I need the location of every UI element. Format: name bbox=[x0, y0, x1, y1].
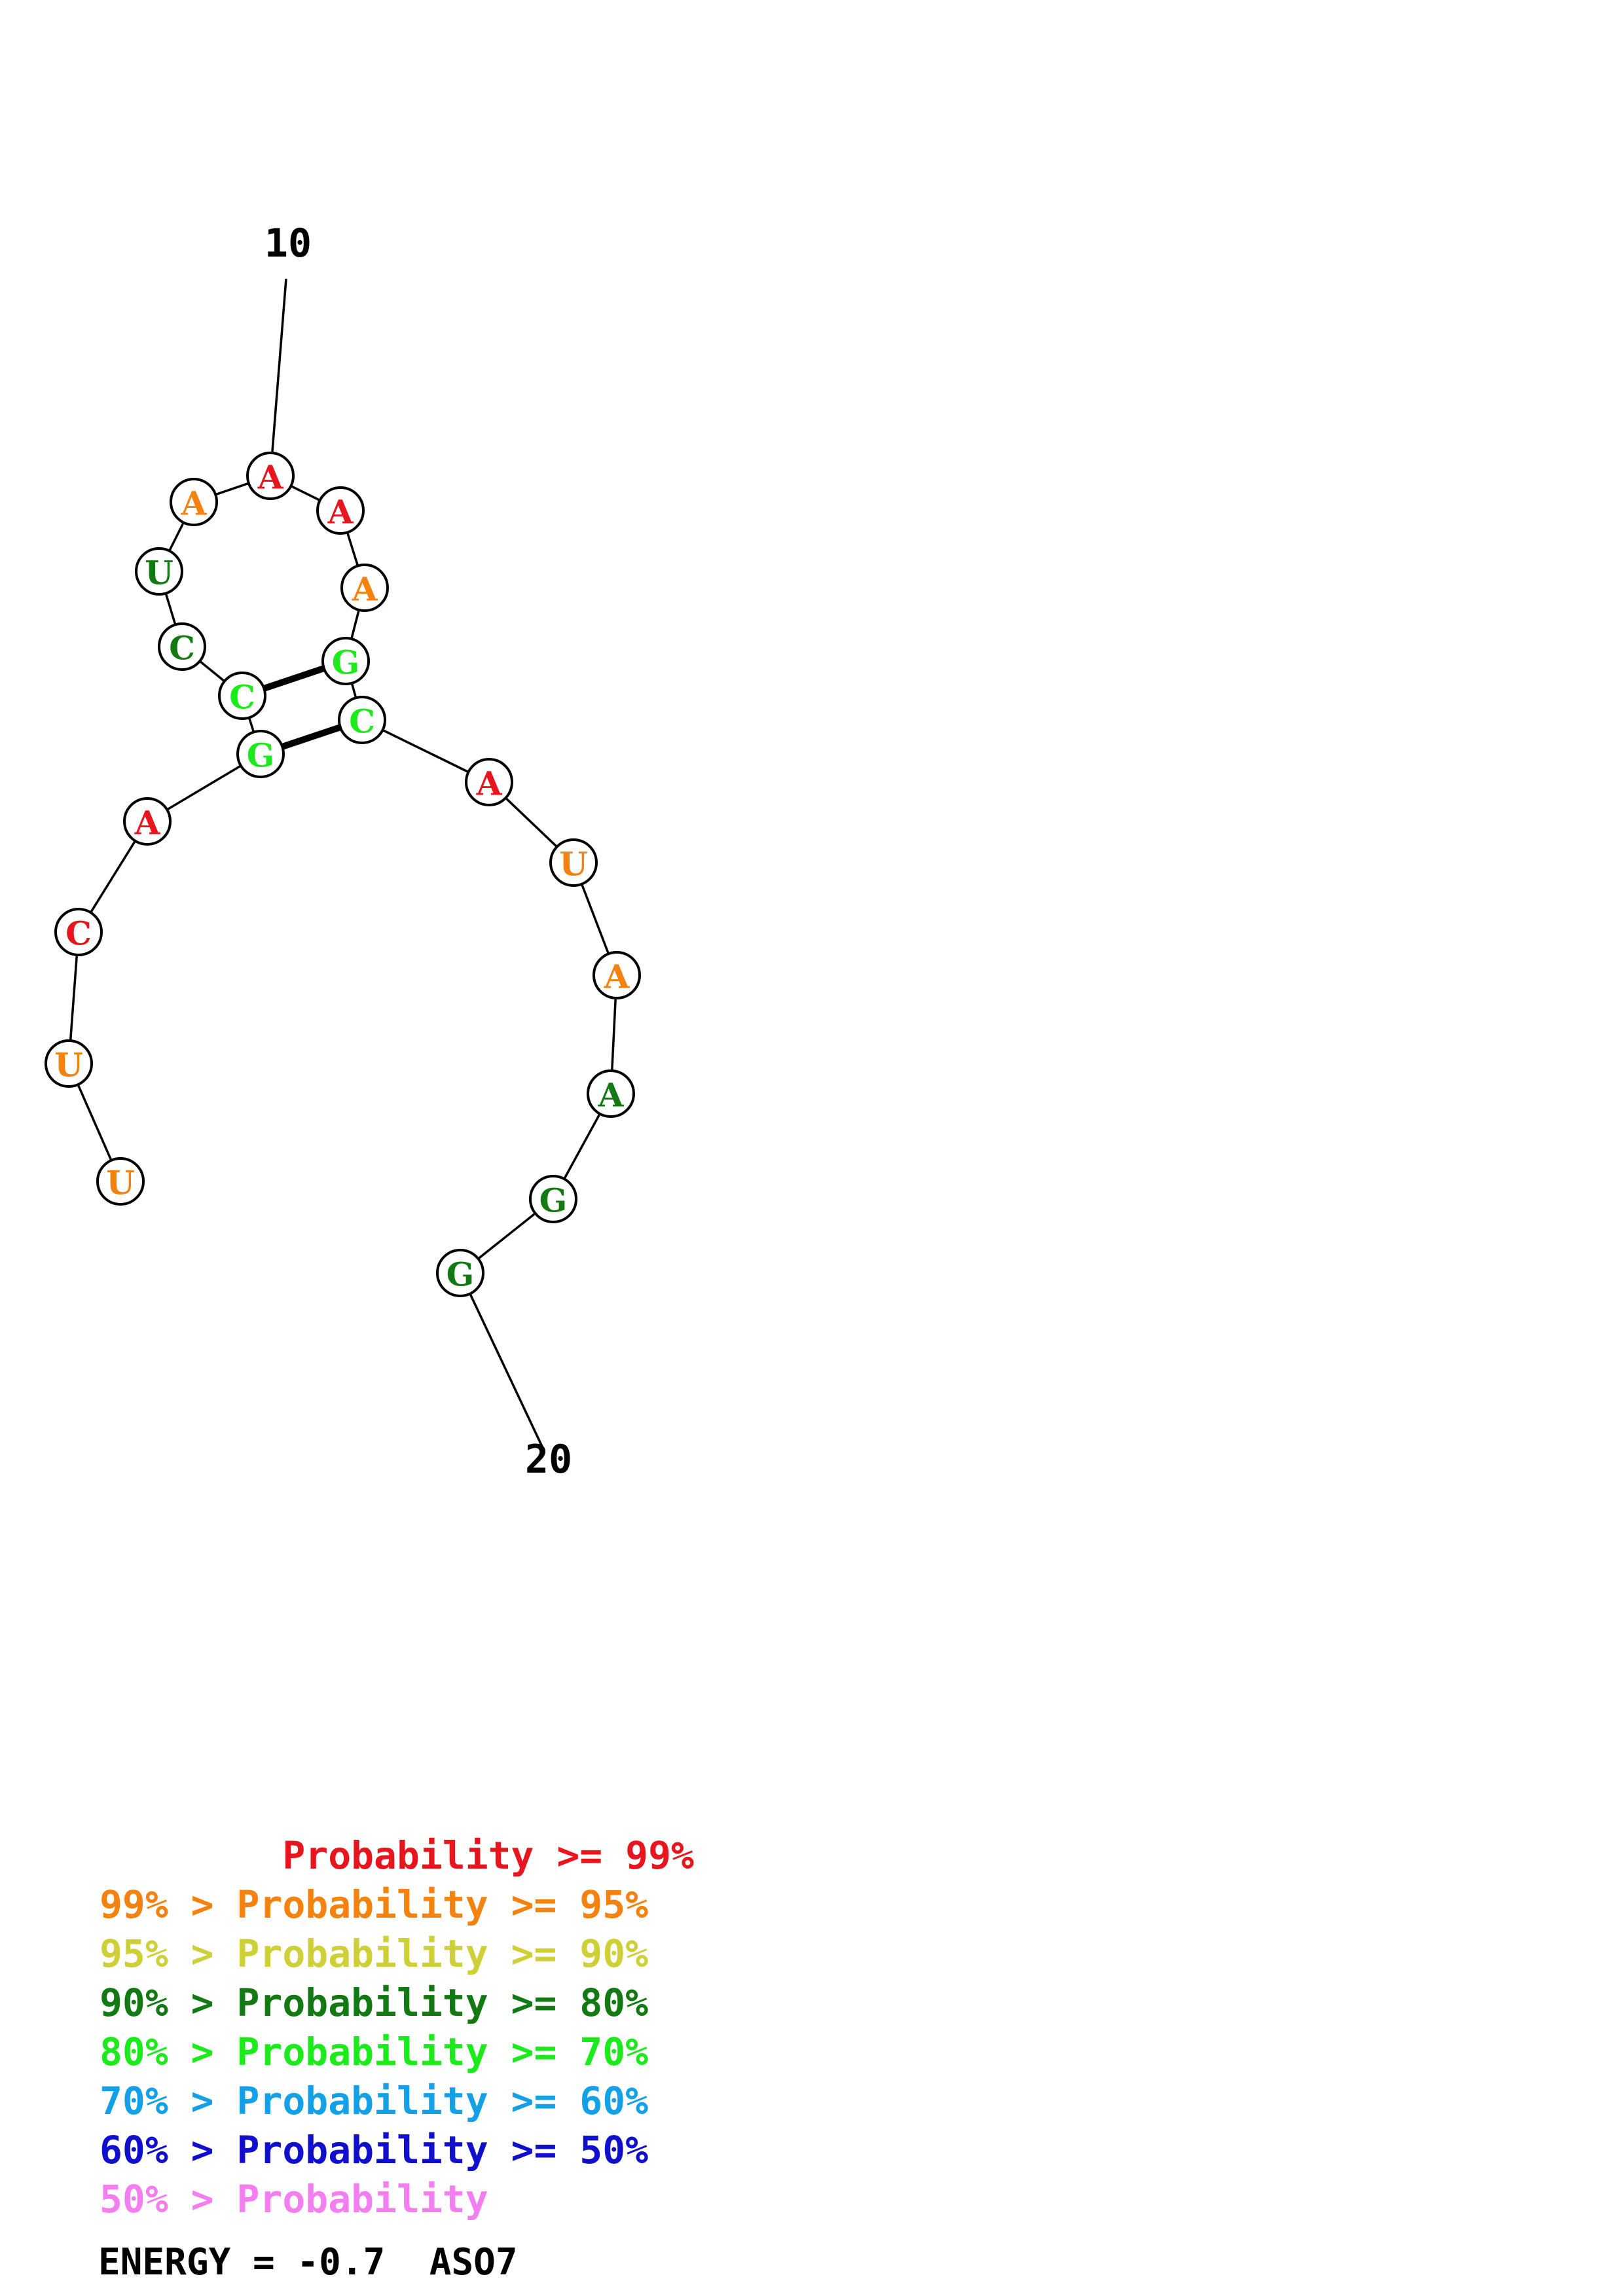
nucleotide-base-letter: G bbox=[247, 736, 275, 775]
nucleotide-circle bbox=[593, 951, 641, 999]
legend-prefix: 50% > bbox=[100, 2177, 237, 2221]
legend-label: Probability >= 90% bbox=[237, 1931, 649, 1976]
nucleotide-base-letter: U bbox=[559, 845, 588, 884]
nucleotide-circle bbox=[587, 1069, 635, 1118]
nucleotide-circle bbox=[316, 486, 365, 535]
position-labels: 10 20 bbox=[264, 221, 572, 1482]
legend-prefix bbox=[100, 1833, 282, 1878]
position-label: 20 bbox=[525, 1437, 572, 1482]
nucleotide: U bbox=[135, 547, 183, 596]
probability-legend: Probability >= 99% 99% > Probability >= … bbox=[100, 1833, 694, 2221]
legend-line-4: 90% > Probability >= 80% bbox=[100, 1981, 648, 2025]
nucleotide: C bbox=[54, 908, 103, 956]
base-pair-bond bbox=[281, 724, 342, 750]
nucleotide: U bbox=[549, 838, 598, 887]
nucleotide: A bbox=[246, 452, 295, 500]
legend-line-8: 50% > Probability bbox=[100, 2177, 488, 2221]
nucleotide-circle bbox=[236, 730, 285, 778]
nucleotide-circle bbox=[54, 908, 103, 956]
nucleotide-base-letter: A bbox=[181, 484, 208, 523]
nucleotide: A bbox=[587, 1069, 635, 1118]
nucleotide-base-letter: G bbox=[332, 643, 360, 682]
legend-line-6: 70% > Probability >= 60% bbox=[100, 2079, 648, 2123]
legend-label: Probability >= 95% bbox=[237, 1882, 649, 1927]
legend-label: Probability >= 60% bbox=[237, 2079, 649, 2123]
nucleotide-base-letter: G bbox=[447, 1255, 475, 1294]
energy-label: ENERGY = -0.7 ASO7 bbox=[98, 2241, 518, 2284]
nucleotide-base-letter: A bbox=[604, 958, 630, 996]
legend-label: Probability >= 70% bbox=[237, 2030, 649, 2074]
legend-label: Probability >= 99% bbox=[282, 1833, 694, 1878]
legend-prefix: 80% > bbox=[100, 2030, 237, 2074]
legend-prefix: 95% > bbox=[100, 1931, 237, 1976]
nucleotide: A bbox=[170, 478, 218, 526]
legend-line-7: 60% > Probability >= 50% bbox=[100, 2128, 648, 2172]
nucleotide-circle bbox=[45, 1039, 93, 1088]
nucleotide-base-letter: A bbox=[327, 493, 354, 531]
nucleotide-circle bbox=[340, 564, 389, 612]
position-label: 10 bbox=[264, 221, 312, 266]
nucleotide: U bbox=[96, 1157, 145, 1206]
legend-line-5: 80% > Probability >= 70% bbox=[100, 2030, 648, 2074]
nucleotide: C bbox=[218, 672, 266, 720]
legend-label: Probability bbox=[237, 2177, 488, 2221]
nucleotide-circle bbox=[465, 758, 513, 806]
nucleotide: G bbox=[321, 637, 370, 685]
nucleotide: A bbox=[465, 758, 513, 806]
nucleotide-circle bbox=[123, 797, 172, 846]
nucleotide-base-letter: A bbox=[598, 1076, 625, 1115]
nucleotide: C bbox=[158, 622, 206, 671]
nucleotide-base-letter: A bbox=[134, 804, 161, 842]
nucleotide: A bbox=[593, 951, 641, 999]
legend-prefix: 90% > bbox=[100, 1981, 237, 2025]
position-label-lines bbox=[269, 278, 543, 1447]
nucleotide-base-letter: A bbox=[257, 458, 284, 497]
nucleotide-circle bbox=[96, 1157, 145, 1206]
nucleotide-base-letter: U bbox=[106, 1164, 135, 1202]
nucleotide-circle bbox=[218, 672, 266, 720]
nucleotide-base-letter: C bbox=[65, 914, 92, 953]
nucleotide-base-letter: A bbox=[352, 570, 378, 609]
nucleotide-circle bbox=[135, 547, 183, 596]
legend-label: Probability >= 80% bbox=[237, 1981, 649, 2025]
position-label-line bbox=[269, 278, 287, 476]
legend-line-1: Probability >= 99% bbox=[100, 1833, 694, 1878]
nucleotide: G bbox=[436, 1249, 484, 1297]
nucleotide-circle bbox=[158, 622, 206, 671]
legend-prefix: 70% > bbox=[100, 2079, 237, 2123]
nucleotide: G bbox=[529, 1175, 577, 1223]
legend-prefix: 60% > bbox=[100, 2128, 237, 2172]
legend-line-2: 99% > Probability >= 95% bbox=[100, 1882, 648, 1927]
position-label-line bbox=[459, 1272, 543, 1447]
nucleotide-circle bbox=[549, 838, 598, 887]
nucleotide: A bbox=[340, 564, 389, 612]
nucleotide-base-letter: C bbox=[229, 678, 255, 717]
nucleotide-base-letter: C bbox=[349, 702, 375, 741]
base-pair-bond bbox=[263, 665, 325, 692]
nucleotide: A bbox=[316, 486, 365, 535]
nucleotide-base-letter: A bbox=[476, 764, 503, 803]
nucleotide-circle bbox=[321, 637, 370, 685]
legend-line-3: 95% > Probability >= 90% bbox=[100, 1931, 648, 1976]
nucleotide-circle bbox=[529, 1175, 577, 1223]
nucleotide-circle bbox=[246, 452, 295, 500]
nucleotide: A bbox=[123, 797, 172, 846]
nucleotide: G bbox=[236, 730, 285, 778]
nucleotide-circle bbox=[436, 1249, 484, 1297]
nucleotide-base-letter: U bbox=[54, 1046, 83, 1085]
nucleotide-circle bbox=[338, 696, 386, 744]
base-pair-bonds bbox=[263, 665, 342, 750]
nucleotide: U bbox=[45, 1039, 93, 1088]
legend-label: Probability >= 50% bbox=[237, 2128, 649, 2172]
nucleotide-circle bbox=[170, 478, 218, 526]
nucleotide-base-letter: G bbox=[539, 1181, 568, 1220]
nucleotide-base-letter: C bbox=[169, 629, 195, 668]
legend-prefix: 99% > bbox=[100, 1882, 237, 1927]
nucleotide-base-letter: U bbox=[145, 554, 173, 592]
nucleotide: C bbox=[338, 696, 386, 744]
